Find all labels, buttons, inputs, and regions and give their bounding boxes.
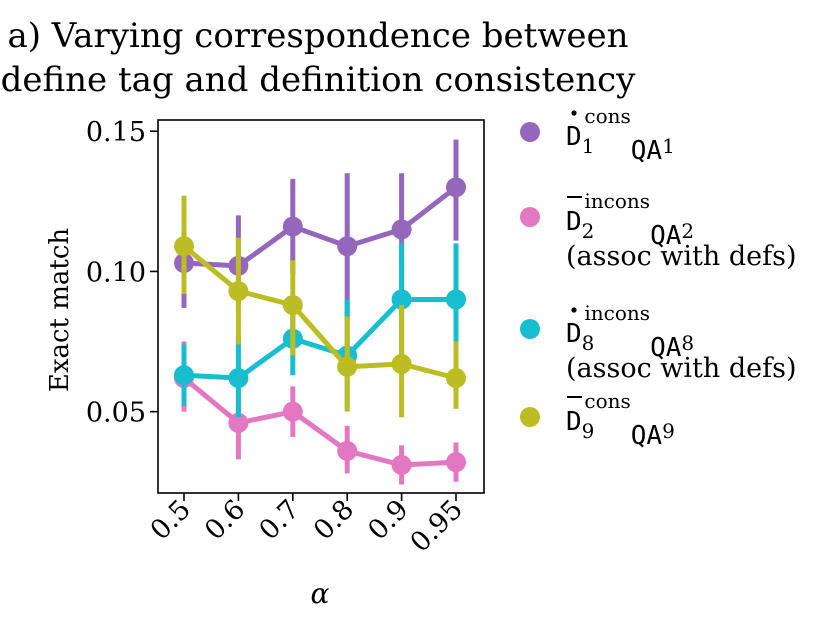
data-point [446, 289, 466, 310]
legend-label-part: cons [584, 104, 630, 128]
legend-label: D8inconsQA8 [566, 301, 694, 363]
series-2 [174, 341, 466, 485]
x-tick-label: 0.7 [253, 494, 305, 546]
legend-dot-accent [571, 110, 577, 116]
legend-label-part: QA [631, 421, 663, 451]
y-tick-label: 0.10 [86, 257, 146, 288]
y-tick-label: 0.05 [86, 398, 146, 429]
chart-title-line-1: a) Varying correspondence between [7, 16, 628, 56]
legend-item-1: D1consQA1 [520, 104, 675, 166]
x-tick-label: 0.5 [145, 494, 197, 546]
data-point [391, 219, 412, 240]
series-4 [174, 195, 466, 418]
x-axis-label: α [311, 577, 330, 610]
data-point [391, 289, 412, 310]
series-line [183, 185, 458, 269]
legend-marker [520, 207, 540, 227]
legend-label-part: D [566, 122, 582, 152]
data-point [337, 356, 358, 377]
y-tick-label: 0.15 [86, 117, 146, 148]
legend-label-part: D [566, 319, 582, 349]
data-point [282, 216, 303, 237]
legend-label-part: cons [584, 389, 630, 413]
legend-label-part: 1 [662, 134, 675, 158]
data-point [228, 281, 249, 302]
axes-frame [157, 119, 485, 494]
data-point [282, 295, 303, 316]
data-point [391, 353, 412, 374]
legend-label-part: 2 [681, 219, 694, 243]
legend-marker [520, 407, 540, 427]
legend-label-part: QA [650, 333, 682, 363]
data-point [446, 177, 466, 198]
legend-label-part: 8 [582, 331, 595, 355]
legend-label-part: QA [650, 221, 682, 251]
data-point [228, 412, 249, 433]
legend-label-part: D [566, 407, 582, 437]
legend-label-part: 1 [582, 134, 595, 158]
x-tick-label: 0.8 [308, 494, 360, 546]
plot-area: 0.050.100.150.5 0.6 0.7 0.8 0.90.95 [86, 117, 485, 558]
legend-label: D2inconsQA2 [566, 189, 694, 251]
legend-marker [520, 122, 540, 142]
legend-dot-accent [571, 307, 577, 313]
legend-label: D1consQA1 [566, 104, 675, 166]
chart-title-line-2: define tag and definition consistency [1, 60, 637, 100]
y-axis-label: Exact match [45, 228, 75, 393]
series-3 [174, 243, 466, 418]
chart-title: a) Varying correspondence between define… [1, 16, 637, 100]
legend-label-extra: (assoc with defs) [566, 241, 797, 272]
data-point [337, 236, 358, 257]
legend-item-3: D8inconsQA8(assoc with defs) [520, 301, 797, 384]
legend-marker [520, 319, 540, 339]
legend-label: D9consQA9 [566, 389, 675, 451]
legend-item-4: D9consQA9 [520, 389, 675, 451]
legend-label-part: 9 [582, 419, 595, 443]
legend-label-part: QA [631, 136, 663, 166]
legend-item-2: D2inconsQA2(assoc with defs) [520, 189, 797, 272]
series-1 [174, 139, 466, 320]
data-point [337, 440, 358, 461]
data-point [446, 368, 466, 389]
data-point [391, 454, 412, 475]
data-point [228, 368, 249, 389]
data-point [446, 452, 466, 473]
legend-label-part: incons [584, 301, 650, 325]
legend-label-part: D [566, 207, 582, 237]
data-point [174, 365, 194, 386]
legend-label-part: 8 [681, 331, 694, 355]
legend-label-extra: (assoc with defs) [566, 353, 797, 384]
legend-label-part: 9 [662, 419, 675, 443]
data-point [174, 236, 194, 257]
x-tick-label: 0.95 [405, 494, 469, 558]
legend-label-part: incons [584, 189, 650, 213]
x-tick-label: 0.6 [199, 494, 251, 546]
legend-label-part: 2 [582, 219, 595, 243]
data-point [282, 401, 303, 422]
series-line [182, 376, 457, 468]
